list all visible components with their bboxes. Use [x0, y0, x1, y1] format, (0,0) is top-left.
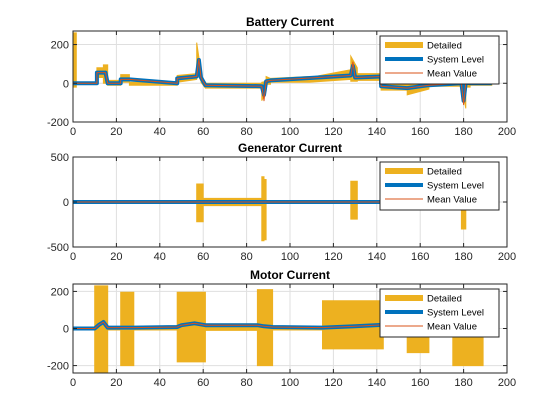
x-tick-label: 40: [154, 126, 166, 138]
chart-title: Motor Current: [250, 268, 330, 282]
legend-label: Mean Value: [427, 69, 477, 80]
y-tick-label: 200: [51, 286, 69, 298]
x-tick-label: 40: [154, 251, 166, 263]
x-tick-label: 80: [240, 251, 252, 263]
x-tick-label: 100: [281, 251, 299, 263]
x-tick-label: 200: [498, 251, 516, 263]
chart-panel-3: 0 20 40 60 80 100 120 140 160 180 200-2000200Motor…: [47, 268, 516, 389]
y-tick-label: 0: [63, 197, 69, 209]
y-tick-label: -200: [47, 361, 69, 373]
x-tick-label: 140: [368, 126, 386, 138]
x-tick-label: 60: [197, 377, 209, 389]
chart-panel-1: 0 20 40 60 80 100 120 140 160 180 200-2000200Batte…: [47, 15, 516, 138]
x-tick-label: 120: [324, 126, 342, 138]
x-tick-label: 180: [454, 126, 472, 138]
x-tick-label: 20: [110, 377, 122, 389]
legend-label: Mean Value: [427, 195, 477, 206]
x-tick-label: 20: [110, 126, 122, 138]
legend-label: Detailed: [427, 167, 462, 178]
y-tick-label: 0: [63, 324, 69, 336]
series-mean-value-line: [73, 58, 492, 106]
x-tick-label: 40: [154, 377, 166, 389]
x-tick-label: 140: [368, 251, 386, 263]
legend-label: System Level: [427, 308, 484, 319]
x-tick-label: 160: [411, 126, 429, 138]
x-tick-label: 100: [281, 126, 299, 138]
x-tick-label: 120: [324, 251, 342, 263]
y-tick-label: 500: [51, 152, 69, 164]
chart-title: Battery Current: [246, 15, 334, 29]
x-tick-label: 0: [70, 377, 76, 389]
chart-legend: Detailed System Level Mean Value: [379, 161, 500, 211]
chart-title: Generator Current: [238, 141, 342, 155]
y-tick-label: 0: [63, 78, 69, 90]
x-tick-label: 0: [70, 126, 76, 138]
x-tick-label: 160: [411, 251, 429, 263]
chart-panel-2: 0 20 40 60 80 100 120 140 160 180 200-5000500Gener…: [47, 141, 516, 263]
legend-label: System Level: [427, 181, 484, 192]
x-tick-label: 120: [324, 377, 342, 389]
x-tick-label: 60: [197, 251, 209, 263]
x-tick-label: 180: [454, 377, 472, 389]
legend-label: Detailed: [427, 41, 462, 52]
x-tick-label: 100: [281, 377, 299, 389]
x-tick-label: 60: [197, 126, 209, 138]
x-tick-label: 140: [368, 377, 386, 389]
x-tick-label: 80: [240, 126, 252, 138]
chart-legend: Detailed System Level Mean Value: [379, 288, 500, 338]
y-tick-label: 200: [51, 40, 69, 52]
x-tick-label: 80: [240, 377, 252, 389]
legend-label: Detailed: [427, 294, 462, 305]
x-tick-label: 200: [498, 377, 516, 389]
x-tick-label: 160: [411, 377, 429, 389]
x-tick-label: 180: [454, 251, 472, 263]
x-tick-label: 0: [70, 251, 76, 263]
y-tick-label: -200: [47, 117, 69, 129]
x-tick-label: 20: [110, 251, 122, 263]
x-tick-label: 200: [498, 126, 516, 138]
legend-label: System Level: [427, 55, 484, 66]
y-tick-label: -500: [47, 242, 69, 254]
legend-label: Mean Value: [427, 322, 477, 333]
chart-legend: Detailed System Level Mean Value: [379, 35, 500, 85]
